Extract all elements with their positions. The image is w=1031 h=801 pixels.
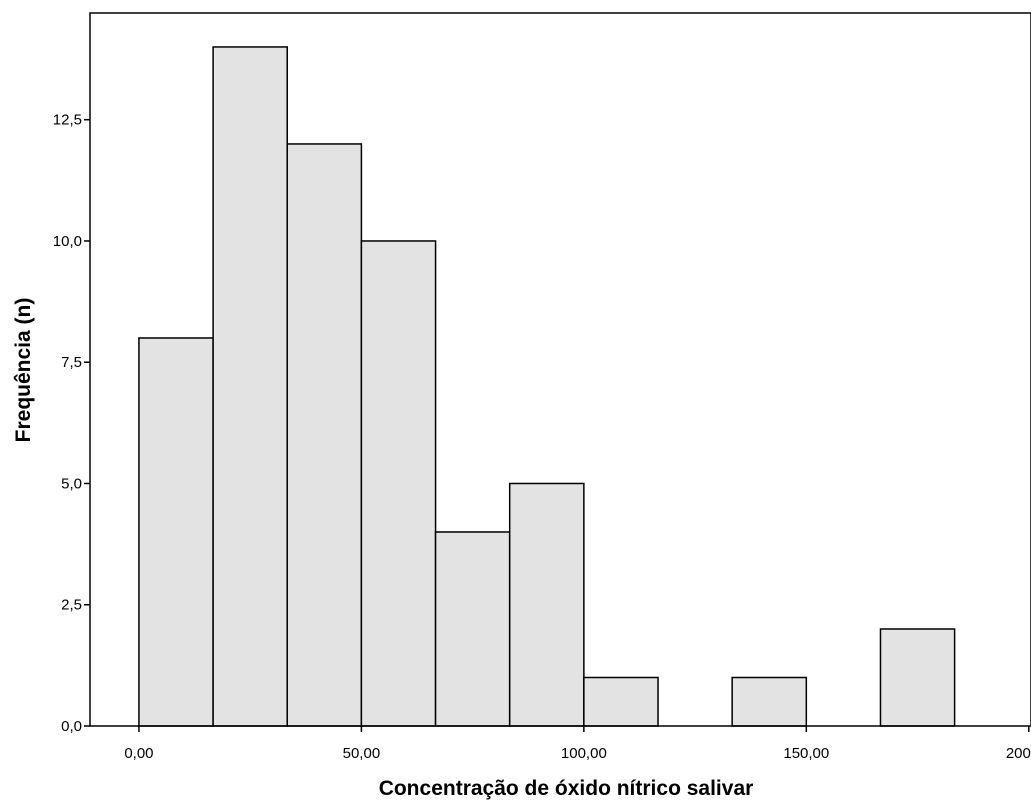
y-tick-label: 5,0 xyxy=(61,475,82,492)
x-tick-label: 100,00 xyxy=(561,745,607,762)
plot-frame xyxy=(89,12,1031,727)
histogram-bar-5 xyxy=(508,482,585,727)
histogram-bar-1 xyxy=(212,46,288,727)
x-axis-title: Concentração de óxido nítrico salivar xyxy=(379,777,754,800)
x-axis: 0,00 50,00 100,00 150,00 200,00 xyxy=(124,726,1031,762)
histogram-bar-2 xyxy=(286,143,363,727)
y-tick-label: 10,0 xyxy=(53,233,82,250)
histogram-bar-4 xyxy=(434,531,511,727)
histogram-bar-6 xyxy=(583,676,659,727)
y-axis: 0,0 2,5 5,0 7,5 10,0 12,5 xyxy=(53,112,90,735)
x-tick-label: 50,00 xyxy=(343,745,381,762)
y-tick-label: 12,5 xyxy=(53,112,82,129)
histogram-bar-0 xyxy=(138,337,214,727)
histogram-bar-7 xyxy=(731,676,808,727)
y-tick-label: 0,0 xyxy=(61,718,82,735)
histogram-bar-8 xyxy=(879,628,956,727)
x-tick-label: 150,00 xyxy=(783,745,829,762)
x-tick-label: 0,00 xyxy=(124,745,153,762)
histogram-bar-3 xyxy=(360,240,437,727)
y-tick-label: 7,5 xyxy=(61,354,82,371)
y-tick-label: 2,5 xyxy=(61,597,82,614)
y-axis-title: Frequência (n) xyxy=(12,298,35,443)
x-tick-label: 200,00 xyxy=(1006,745,1031,762)
bars-group xyxy=(138,46,956,727)
